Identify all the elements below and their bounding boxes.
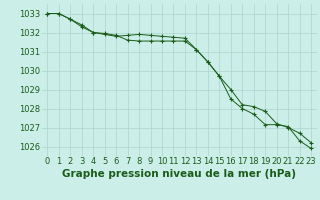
X-axis label: Graphe pression niveau de la mer (hPa): Graphe pression niveau de la mer (hPa) bbox=[62, 169, 296, 179]
